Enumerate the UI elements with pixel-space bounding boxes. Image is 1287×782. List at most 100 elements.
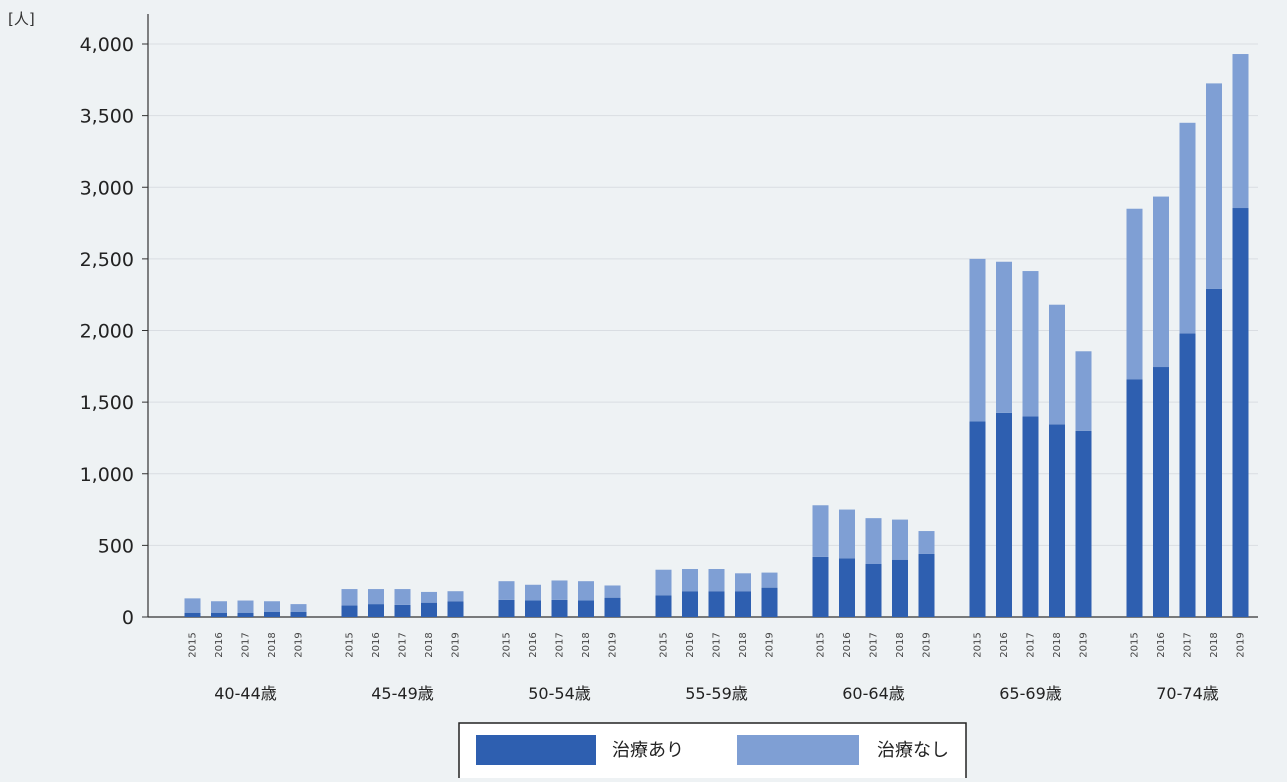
legend-swatch-treated	[476, 735, 596, 765]
x-year-label: 2017	[1183, 632, 1194, 657]
x-year-label: 2017	[869, 632, 880, 657]
bar-treated	[211, 612, 227, 617]
bar-untreated	[1179, 122, 1196, 334]
bar-untreated	[341, 589, 358, 606]
x-year-label: 2015	[1130, 632, 1141, 657]
bar-treated	[184, 612, 201, 617]
bar-treated	[708, 591, 725, 617]
bar-treated	[1126, 379, 1143, 617]
bar-treated	[682, 591, 698, 617]
bar-treated	[551, 599, 568, 617]
bar-untreated	[211, 601, 227, 613]
x-year-label: 2015	[345, 632, 356, 657]
bar-treated	[735, 591, 751, 617]
y-tick-label: 2,000	[80, 321, 134, 343]
x-year-label: 2016	[528, 632, 539, 657]
x-group-label: 50-54歳	[528, 684, 591, 703]
bar-untreated	[812, 505, 829, 557]
bar-untreated	[1153, 196, 1169, 368]
bar-untreated	[996, 261, 1012, 413]
x-year-label: 2019	[608, 632, 619, 657]
x-year-label: 2015	[816, 632, 827, 657]
legend-swatch-untreated	[737, 735, 859, 765]
x-year-label: 2016	[999, 632, 1010, 657]
x-year-label: 2018	[1052, 632, 1063, 657]
x-year-label: 2017	[241, 632, 252, 657]
bar-treated	[1075, 430, 1092, 617]
bar-treated	[812, 556, 829, 617]
x-group-label: 60-64歳	[842, 684, 905, 703]
x-group-label: 70-74歳	[1156, 684, 1219, 703]
bar-treated	[839, 558, 855, 617]
bar-untreated	[708, 569, 725, 592]
bar-treated	[996, 412, 1012, 617]
bar-treated	[1179, 333, 1196, 617]
bar-treated	[969, 421, 986, 617]
bar-untreated	[184, 598, 201, 613]
x-year-label: 2019	[765, 632, 776, 657]
bar-untreated	[525, 584, 541, 601]
x-year-label: 2015	[188, 632, 199, 657]
x-year-label: 2016	[214, 632, 225, 657]
bar-treated	[892, 559, 908, 617]
bar-untreated	[578, 581, 594, 601]
x-year-label: 2018	[895, 632, 906, 657]
bar-untreated	[498, 581, 515, 600]
x-year-label: 2017	[398, 632, 409, 657]
legend-label-untreated: 治療なし	[877, 740, 949, 761]
bar-treated	[604, 597, 621, 617]
x-year-label: 2015	[659, 632, 670, 657]
bar-untreated	[761, 572, 778, 588]
bar-untreated	[1049, 304, 1065, 425]
y-tick-label: 0	[122, 607, 134, 629]
bar-untreated	[969, 258, 986, 422]
x-year-label: 2017	[1026, 632, 1037, 657]
bar-untreated	[682, 569, 698, 592]
bar-treated	[1232, 208, 1249, 618]
x-year-label: 2018	[267, 632, 278, 657]
x-year-label: 2019	[451, 632, 462, 657]
bar-treated	[655, 595, 672, 617]
y-tick-label: 1,000	[80, 464, 134, 486]
bar-treated	[237, 612, 254, 617]
x-year-label: 2018	[738, 632, 749, 657]
bar-treated	[368, 604, 384, 617]
x-year-label: 2015	[502, 632, 513, 657]
x-year-label: 2018	[581, 632, 592, 657]
bar-treated	[290, 611, 307, 617]
x-group-label: 40-44歳	[214, 684, 277, 703]
bar-treated	[498, 599, 515, 617]
x-year-label: 2018	[1209, 632, 1220, 657]
bar-treated	[1206, 288, 1222, 617]
bar-treated	[525, 600, 541, 617]
bar-untreated	[421, 591, 437, 603]
x-year-label: 2017	[712, 632, 723, 657]
x-year-label: 2019	[1236, 632, 1247, 657]
bar-untreated	[1206, 83, 1222, 289]
bar-untreated	[1075, 351, 1092, 431]
bar-treated	[264, 611, 280, 617]
y-tick-label: 4,000	[80, 34, 134, 56]
bar-untreated	[892, 519, 908, 560]
y-tick-label: 1,500	[80, 392, 134, 414]
y-tick-label: 500	[98, 535, 134, 557]
bar-treated	[865, 563, 882, 617]
bar-treated	[578, 600, 594, 617]
bar-untreated	[865, 518, 882, 564]
legend-label-treated: 治療あり	[612, 740, 684, 761]
x-year-label: 2016	[371, 632, 382, 657]
x-year-label: 2018	[424, 632, 435, 657]
y-tick-label: 2,500	[80, 249, 134, 271]
x-year-label: 2016	[685, 632, 696, 657]
x-group-label: 45-49歳	[371, 684, 434, 703]
bar-untreated	[1022, 271, 1039, 417]
bar-untreated	[551, 580, 568, 600]
bar-untreated	[1126, 208, 1143, 380]
bar-treated	[1049, 424, 1065, 617]
bar-treated	[394, 604, 411, 617]
bar-untreated	[237, 600, 254, 613]
bar-treated	[1153, 367, 1169, 617]
y-tick-label: 3,000	[80, 177, 134, 199]
